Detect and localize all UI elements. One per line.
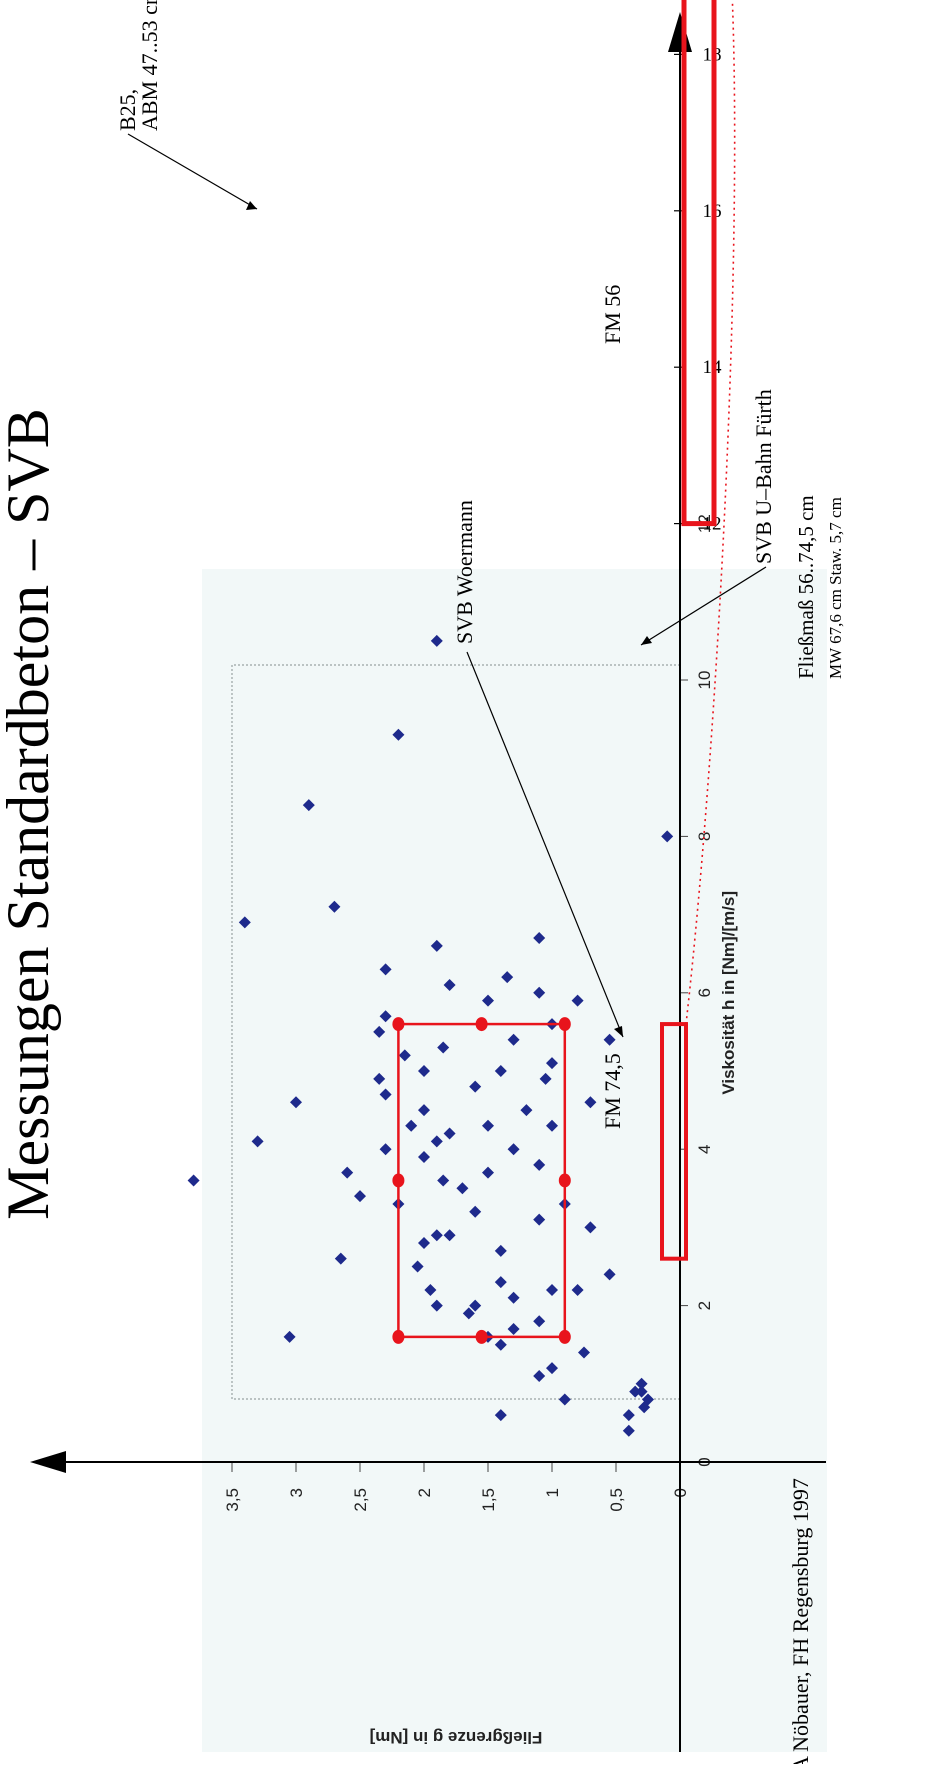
y-tick-label: 3,5 bbox=[223, 1488, 242, 1512]
b25-box-marker bbox=[475, 1017, 488, 1032]
scatter-point bbox=[251, 1135, 264, 1148]
scatter-point bbox=[411, 1260, 424, 1273]
y-tick-label: 1,5 bbox=[479, 1488, 498, 1512]
fuerth-pointer-arrow-icon bbox=[641, 636, 652, 645]
b25-label: B25, bbox=[115, 89, 140, 131]
fuerth-range-box bbox=[681, 0, 717, 527]
b25-box-marker bbox=[475, 1329, 488, 1344]
scatter-point bbox=[507, 1033, 520, 1046]
fm56-label: FM 56 bbox=[600, 285, 625, 344]
scatter-point bbox=[494, 1065, 507, 1077]
x-tick-label: 8 bbox=[695, 832, 714, 841]
y-tick-label: 1 bbox=[543, 1488, 562, 1497]
scatter-point bbox=[533, 932, 546, 945]
scatter-point bbox=[283, 1330, 296, 1343]
x-tick-label: 6 bbox=[695, 988, 714, 997]
b25-pointer-line bbox=[127, 133, 258, 210]
scatter-point bbox=[302, 799, 315, 812]
x-axis-label: Viskosität h in [Nm]/[m/s] bbox=[719, 891, 738, 1095]
scatter-point bbox=[584, 1096, 597, 1109]
fuerth-label: SVB U–Bahn Fürth bbox=[751, 389, 776, 564]
scatter-point bbox=[418, 1104, 430, 1117]
scatter-point bbox=[533, 986, 546, 999]
scatter-point bbox=[430, 939, 443, 952]
y-axis-label: Fließgrenze g in [Nm] bbox=[370, 1728, 543, 1747]
fuerth-pointer-line bbox=[640, 566, 767, 646]
scatter-point bbox=[501, 971, 514, 984]
chart-photo-background bbox=[202, 569, 827, 1752]
woermann-to-fuerth-dotted-curve bbox=[685, 0, 736, 1025]
fliessmass-label: Fließmaß 56..74,5 cm bbox=[794, 495, 818, 679]
fm745-label: FM 74,5 bbox=[600, 1053, 625, 1129]
scatter-point bbox=[661, 830, 674, 843]
abm-label: ABM 47..53 cm bbox=[137, 0, 162, 131]
b25-pointer-arrow-icon bbox=[246, 201, 257, 210]
x-tick-label: 4 bbox=[695, 1144, 714, 1153]
scatter-point bbox=[379, 963, 392, 976]
x-tick-label: 2 bbox=[695, 1301, 714, 1310]
scatter-point bbox=[520, 1104, 533, 1117]
scatter-point bbox=[603, 1033, 616, 1046]
scatter-point bbox=[443, 978, 456, 991]
scatter-point bbox=[354, 1190, 366, 1203]
y-tick-label: 0,5 bbox=[607, 1488, 626, 1512]
scatter-point bbox=[584, 1221, 597, 1234]
scatter-point bbox=[373, 1025, 386, 1038]
scatter-point bbox=[533, 1315, 546, 1328]
scatter-point bbox=[494, 1276, 507, 1289]
red-overlays bbox=[392, 0, 736, 1344]
scatter-point bbox=[379, 1010, 392, 1023]
scatter-point bbox=[482, 1119, 494, 1132]
scatter-point bbox=[418, 1151, 430, 1164]
scatter-point bbox=[443, 1229, 456, 1242]
scatter-point bbox=[238, 916, 251, 929]
scatter-point bbox=[418, 1065, 430, 1077]
woermann-range-box bbox=[660, 1022, 688, 1261]
b25-box-marker bbox=[392, 1173, 405, 1188]
scatter-point bbox=[430, 1229, 443, 1242]
slide-title: Messungen Standardbeton – SVB bbox=[0, 408, 61, 1220]
scatter-point bbox=[571, 994, 584, 1007]
scatter-point bbox=[638, 1401, 651, 1414]
x-tick-label: 10 bbox=[695, 671, 714, 690]
scatter-point bbox=[437, 1174, 450, 1187]
scatter-point bbox=[469, 1205, 482, 1218]
b25-box-marker bbox=[392, 1329, 405, 1344]
scatter-point bbox=[494, 1244, 507, 1257]
b25-box-marker bbox=[558, 1173, 571, 1188]
scatter-point bbox=[430, 1135, 443, 1148]
scatter-point bbox=[635, 1385, 648, 1398]
y-tick-label: 2 bbox=[415, 1488, 434, 1497]
y-tick-label: 2,5 bbox=[351, 1488, 370, 1512]
woermann-label: SVB Woermann bbox=[452, 500, 477, 644]
credit-label: A Nöbauer, FH Regensburg 1997 bbox=[788, 1478, 813, 1764]
scatter-point bbox=[398, 1049, 411, 1062]
woermann-pointer-line bbox=[466, 651, 624, 1038]
y-tick-label: 3 bbox=[287, 1488, 306, 1497]
scatter-point bbox=[629, 1385, 642, 1398]
woermann-pointer-arrow-icon bbox=[614, 1026, 623, 1037]
scatter-point bbox=[469, 1080, 482, 1093]
x-axis-arrow-icon bbox=[668, 12, 692, 52]
b25-box-marker bbox=[558, 1329, 571, 1344]
b25-box-marker bbox=[558, 1017, 571, 1032]
scatter-point bbox=[328, 900, 341, 913]
scatter-point bbox=[405, 1119, 418, 1132]
scatter-point bbox=[430, 634, 443, 647]
scatter-point bbox=[187, 1174, 200, 1187]
y-axis-arrow-icon bbox=[30, 1451, 66, 1473]
scatter-point bbox=[290, 1096, 302, 1109]
scatter-point bbox=[546, 1119, 558, 1132]
mw-label: MW 67,6 cm Staw. 5,7 cm bbox=[826, 497, 845, 679]
b25-box-marker bbox=[392, 1017, 405, 1032]
scatter-point bbox=[482, 994, 494, 1007]
rotated-content: Messungen Standardbeton – SVB 00,511,522… bbox=[0, 0, 845, 1769]
scatter-point bbox=[392, 728, 405, 741]
